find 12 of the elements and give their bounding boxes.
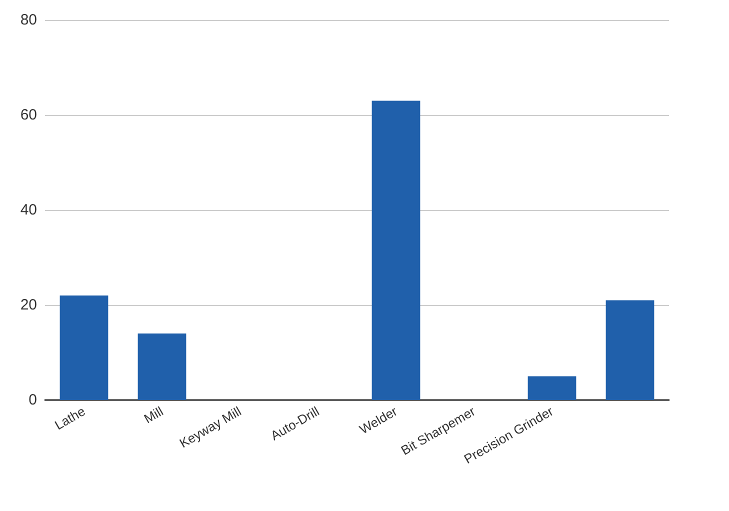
- x-tick-label: Mill: [141, 403, 166, 426]
- bar: [138, 334, 186, 400]
- x-tick-label: Lathe: [52, 404, 88, 433]
- y-tick-label: 0: [28, 392, 37, 408]
- bar: [372, 100, 420, 400]
- y-tick-label: 80: [20, 12, 37, 28]
- bar: [528, 376, 576, 400]
- bar: [60, 296, 108, 400]
- y-tick-label: 20: [20, 296, 37, 314]
- y-tick-label: 40: [20, 202, 37, 218]
- y-tick-label: 60: [20, 106, 37, 124]
- bar: [606, 300, 654, 400]
